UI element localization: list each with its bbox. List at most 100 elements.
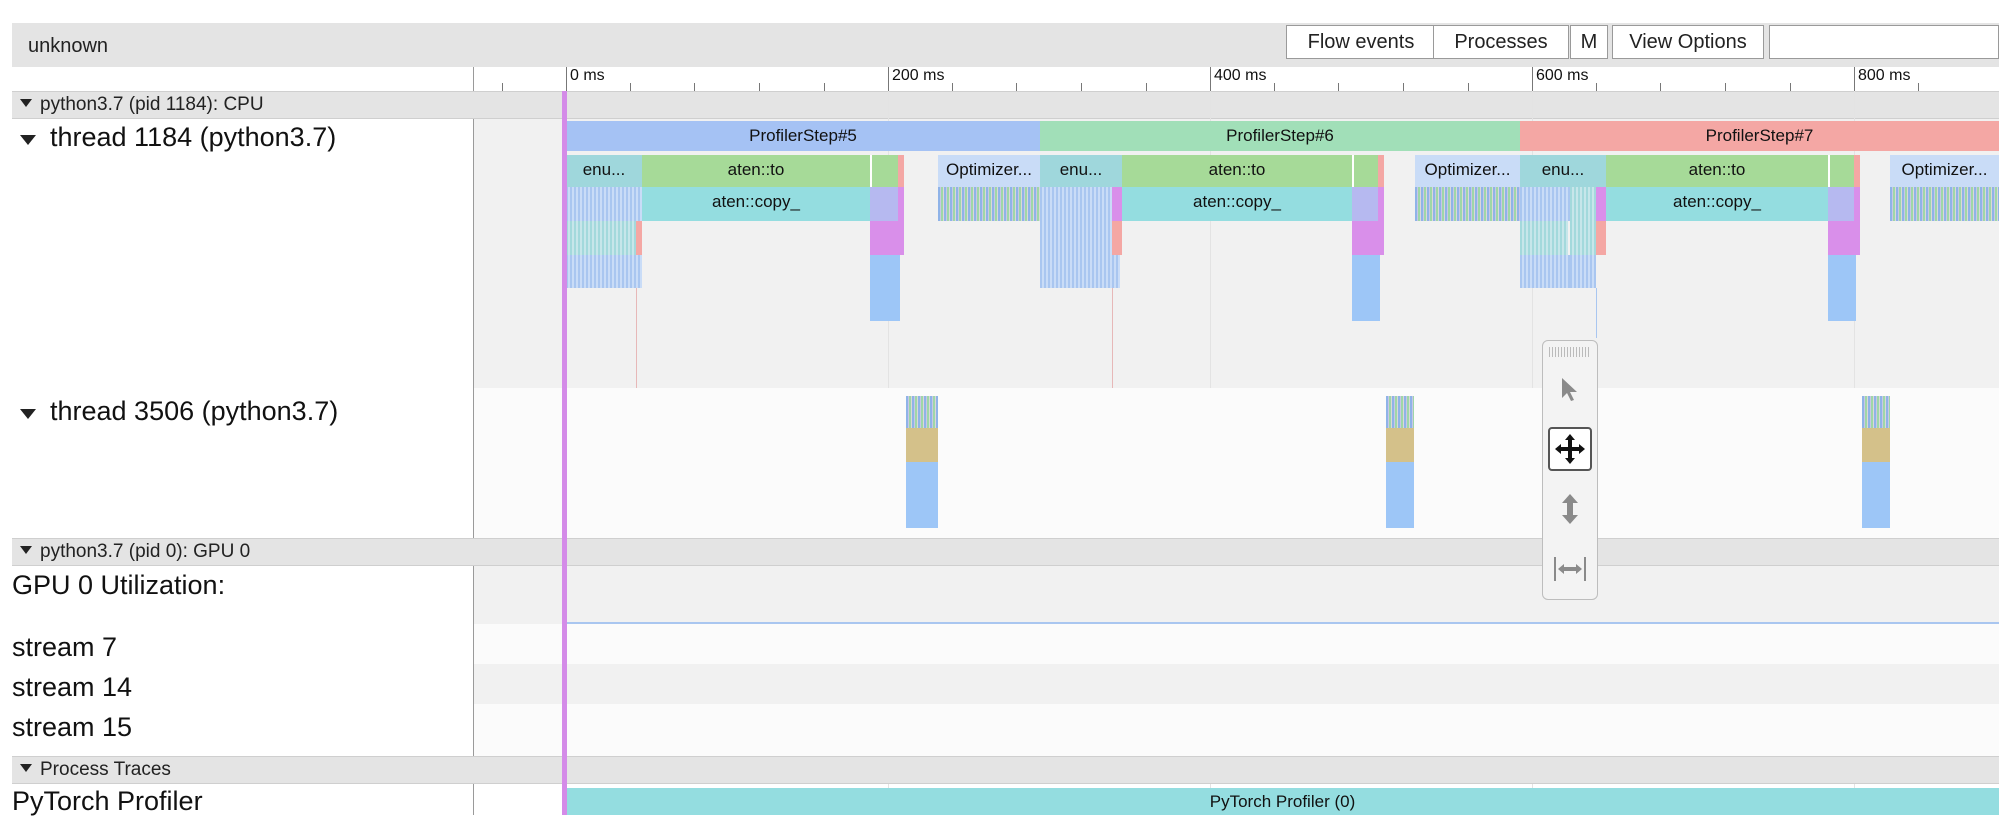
enumerate-slice[interactable]: enu...: [1040, 155, 1122, 187]
zoom-updown-icon[interactable]: [1548, 487, 1592, 531]
section-label: Process Traces: [40, 759, 171, 780]
nested-ops-slice[interactable]: [870, 221, 904, 255]
view-options-button[interactable]: View Options: [1612, 25, 1764, 59]
pan-move-icon[interactable]: [1548, 427, 1592, 471]
pytorch-profiler-slice[interactable]: PyTorch Profiler (0): [566, 788, 1999, 815]
aten-copy-slice[interactable]: aten::copy_: [1606, 187, 1828, 221]
profiler-step-slice[interactable]: ProfilerStep#5: [566, 121, 1040, 151]
dataloader-ops-slice[interactable]: [1386, 396, 1414, 428]
mouse-mode-toolbox[interactable]: [1542, 340, 1598, 600]
optimizer-ops-slice[interactable]: [1890, 187, 1999, 221]
deep-ops-slice[interactable]: [1570, 255, 1596, 288]
nested-ops-slice[interactable]: [566, 221, 636, 255]
gpu-utilization-line: [566, 622, 1999, 624]
deep-ops-slice[interactable]: [1040, 255, 1120, 288]
gpu-process-header[interactable]: python3.7 (pid 0): GPU 0: [12, 538, 1999, 566]
aten-to-slice-small[interactable]: [1352, 155, 1378, 187]
profiler-step-slice[interactable]: ProfilerStep#6: [1040, 121, 1520, 151]
aten-to-slice[interactable]: aten::to: [1122, 155, 1352, 187]
nested-ops-slice[interactable]: [1828, 221, 1860, 255]
flow-line: [636, 288, 637, 388]
small-ops-slice[interactable]: [1570, 187, 1596, 221]
dataloader-ops-slice[interactable]: [1862, 462, 1890, 528]
nested-ops-slice[interactable]: [1596, 221, 1606, 255]
stream-14-track-bg: [474, 664, 1999, 704]
drag-handle-icon[interactable]: [1549, 347, 1591, 357]
select-arrow-icon[interactable]: [1548, 367, 1592, 411]
dataloader-ops-slice[interactable]: [906, 428, 938, 462]
nested-ops-slice[interactable]: [1352, 221, 1384, 255]
small-ops-slice[interactable]: [870, 187, 898, 221]
small-ops-slice[interactable]: [1112, 187, 1122, 221]
dataloader-ops-slice[interactable]: [1862, 428, 1890, 462]
dataloader-ops-slice[interactable]: [906, 396, 938, 428]
small-ops-slice[interactable]: [1378, 187, 1384, 221]
section-label: python3.7 (pid 1184): CPU: [40, 94, 264, 115]
optimizer-slice[interactable]: Optimizer...: [1415, 155, 1520, 187]
small-slice[interactable]: [898, 155, 904, 187]
stream-7-track-bg: [474, 624, 1999, 664]
process-traces-header[interactable]: Process Traces: [12, 756, 1999, 784]
dataloader-ops-slice[interactable]: [1862, 396, 1890, 428]
deep-ops-slice[interactable]: [870, 255, 900, 321]
aten-copy-slice[interactable]: aten::copy_: [642, 187, 870, 221]
tick-label: 800 ms: [1858, 67, 1911, 84]
m-button[interactable]: M: [1570, 25, 1608, 59]
flow-events-button[interactable]: Flow events: [1286, 25, 1436, 59]
small-ops-slice[interactable]: [1040, 187, 1112, 221]
nested-ops-slice[interactable]: [636, 221, 642, 255]
profiler-step-slice[interactable]: ProfilerStep#7: [1520, 121, 1999, 151]
aten-to-slice[interactable]: aten::to: [1606, 155, 1828, 187]
deep-ops-slice[interactable]: [1828, 255, 1856, 321]
small-ops-slice[interactable]: [1520, 187, 1570, 221]
stream-7-label: stream 7: [12, 632, 118, 662]
nested-ops-slice[interactable]: [1570, 221, 1596, 255]
optimizer-ops-slice[interactable]: [1415, 187, 1520, 221]
aten-to-slice-small[interactable]: [870, 155, 898, 187]
dataloader-ops-slice[interactable]: [1386, 462, 1414, 528]
nested-ops-slice[interactable]: [1520, 221, 1568, 255]
enumerate-slice[interactable]: enu...: [1520, 155, 1606, 187]
deep-ops-slice[interactable]: [1352, 255, 1380, 321]
aten-to-slice-small[interactable]: [1828, 155, 1854, 187]
small-ops-slice[interactable]: [1828, 187, 1854, 221]
time-ruler[interactable]: 0 ms 200 ms 400 ms 600 ms 800 ms: [474, 67, 1999, 92]
collapse-triangle-icon[interactable]: [20, 763, 32, 772]
search-input[interactable]: [1769, 25, 1999, 59]
thread-1184-label[interactable]: thread 1184 (python3.7): [20, 122, 336, 153]
deep-ops-slice[interactable]: [1520, 255, 1570, 288]
processes-button[interactable]: Processes: [1433, 25, 1569, 59]
gpu-utilization-label: GPU 0 Utilization:: [12, 570, 226, 600]
thread-3506-label[interactable]: thread 3506 (python3.7): [20, 396, 338, 427]
timing-range-icon[interactable]: [1548, 547, 1592, 591]
section-label: python3.7 (pid 0): GPU 0: [40, 541, 251, 562]
trace-title: unknown: [28, 35, 109, 57]
stream-15-track-bg: [474, 704, 1999, 756]
optimizer-slice[interactable]: Optimizer...: [938, 155, 1040, 187]
small-ops-slice[interactable]: [898, 187, 904, 221]
small-slice[interactable]: [1378, 155, 1384, 187]
enumerate-slice[interactable]: enu...: [566, 155, 642, 187]
collapse-triangle-icon[interactable]: [20, 98, 32, 107]
collapse-triangle-icon[interactable]: [20, 408, 36, 419]
cpu-process-header[interactable]: python3.7 (pid 1184): CPU: [12, 91, 1999, 119]
collapse-triangle-icon[interactable]: [20, 134, 36, 145]
collapse-triangle-icon[interactable]: [20, 545, 32, 554]
optimizer-ops-slice[interactable]: [938, 187, 1040, 221]
nested-ops-slice[interactable]: [1112, 221, 1122, 255]
time-cursor-marker[interactable]: [562, 91, 567, 815]
optimizer-slice[interactable]: Optimizer...: [1890, 155, 1999, 187]
nested-ops-slice[interactable]: [1040, 221, 1112, 255]
tick-label: 600 ms: [1536, 67, 1589, 84]
dataloader-ops-slice[interactable]: [1386, 428, 1414, 462]
deep-ops-slice[interactable]: [566, 255, 642, 288]
dataloader-ops-slice[interactable]: [906, 462, 938, 528]
timeline-header: unknown Flow events Processes M View Opt…: [12, 23, 1999, 68]
small-slice[interactable]: [1854, 155, 1860, 187]
small-ops-slice[interactable]: [1596, 187, 1606, 221]
small-ops-slice[interactable]: [1854, 187, 1860, 221]
small-ops-slice[interactable]: [566, 187, 642, 221]
small-ops-slice[interactable]: [1352, 187, 1378, 221]
aten-to-slice[interactable]: aten::to: [642, 155, 870, 187]
aten-copy-slice[interactable]: aten::copy_: [1122, 187, 1352, 221]
